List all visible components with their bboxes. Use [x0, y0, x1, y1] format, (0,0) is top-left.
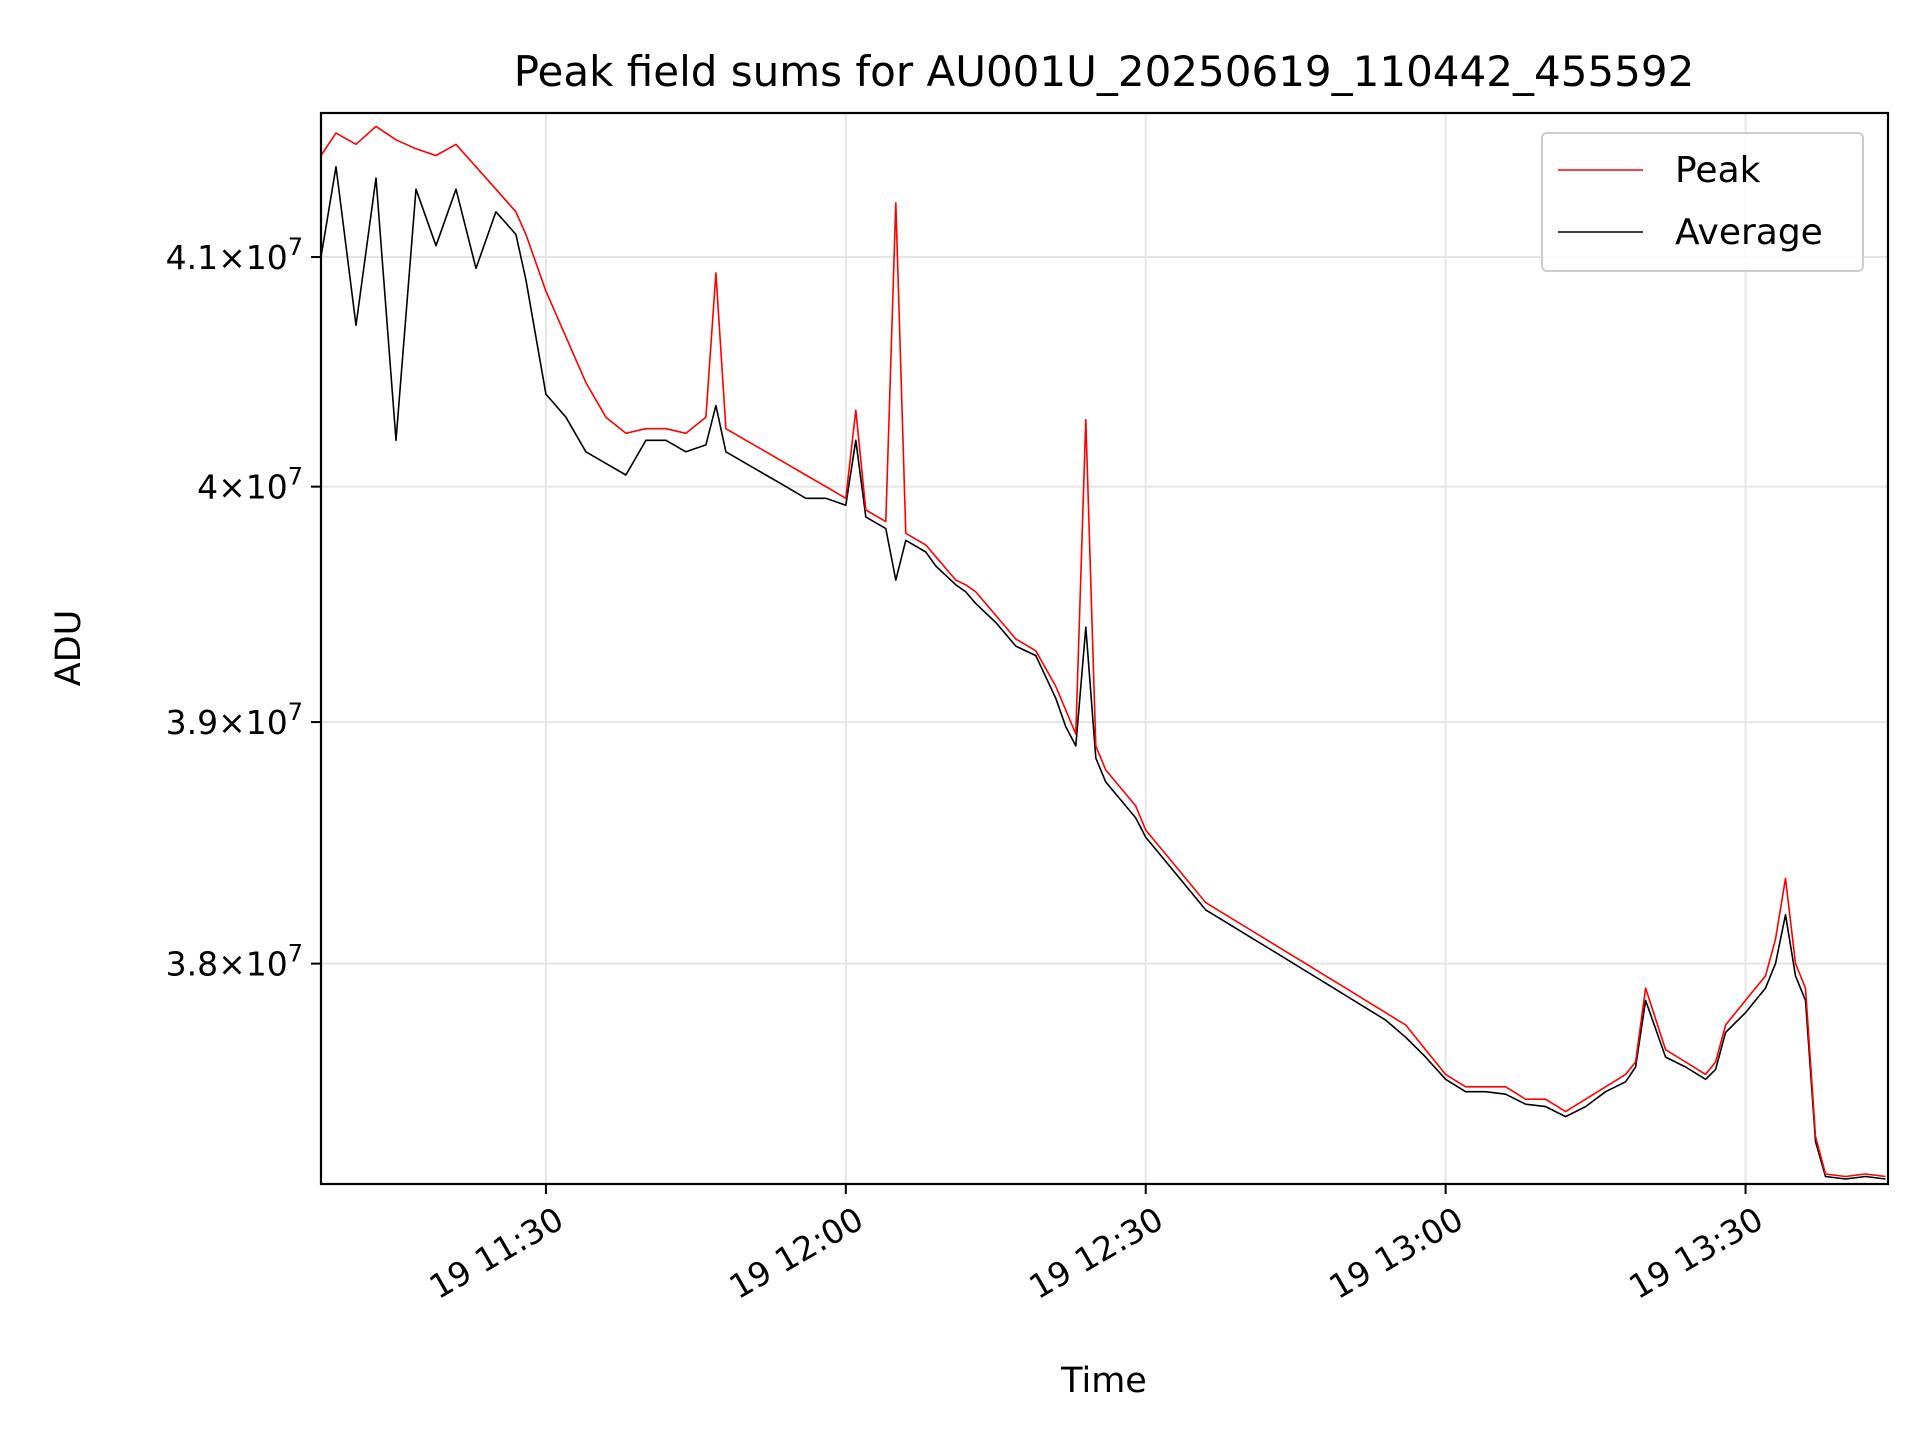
- y-axis-label: ADU: [49, 610, 89, 687]
- series-line-average: [320, 166, 1886, 1180]
- y-axis: 4.1×107 4×107 3.9×107 3.8×107: [166, 233, 321, 984]
- y-tick-label: 4.1×107: [166, 233, 303, 277]
- y-tick-label: 4×107: [197, 463, 303, 507]
- legend-box: [1541, 132, 1864, 272]
- legend-label-peak: Peak: [1675, 150, 1761, 191]
- plot-area-frame: [319, 111, 1890, 1186]
- x-tick-label: 19 13:00: [1322, 1199, 1469, 1307]
- legend: Peak Average: [1541, 132, 1864, 272]
- legend-label-average: Average: [1675, 212, 1823, 253]
- y-tick-label: 3.9×107: [166, 698, 303, 742]
- y-tick-label: 3.8×107: [166, 940, 303, 984]
- x-tick-label: 19 11:30: [423, 1199, 570, 1307]
- x-tick-label: 19 12:00: [723, 1199, 870, 1307]
- x-tick-label: 19 12:30: [1022, 1199, 1169, 1307]
- series-lines: [320, 125, 1886, 1180]
- grid-lines: [321, 113, 1888, 1184]
- x-axis: 19 11:30 19 12:00 19 12:30 19 13:00 19 13:30: [423, 1184, 1770, 1307]
- chart-title: Peak field sums for AU001U_20250619_1104…: [514, 47, 1695, 96]
- x-axis-label: Time: [1060, 1361, 1147, 1401]
- series-line-peak: [320, 125, 1886, 1178]
- x-tick-label: 19 13:30: [1622, 1199, 1769, 1307]
